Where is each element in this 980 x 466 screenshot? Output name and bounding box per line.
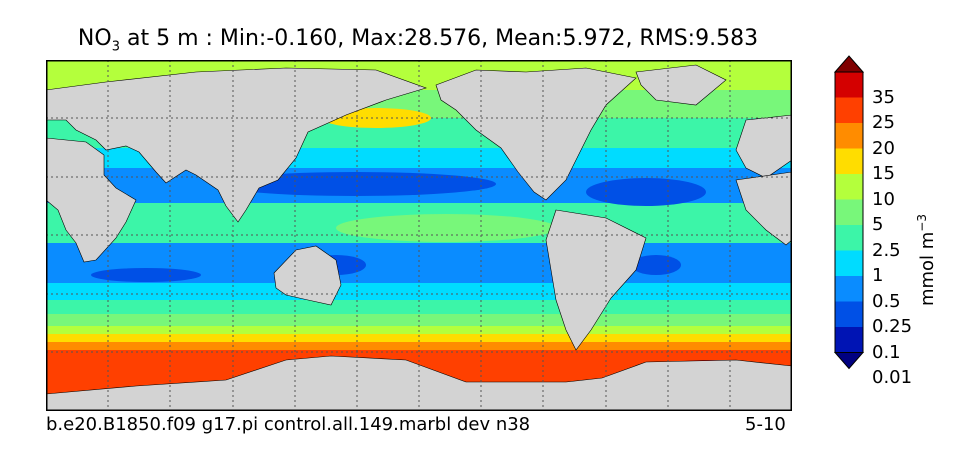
colorbar-cell bbox=[835, 174, 863, 200]
colorbar-cell bbox=[835, 225, 863, 251]
colorbar-cell bbox=[835, 72, 863, 98]
title-stats: at 5 m : Min:-0.160, Max:28.576, Mean:5.… bbox=[119, 26, 759, 51]
colorbar-cell bbox=[835, 276, 863, 302]
colorbar-tick-label: 35 bbox=[872, 86, 895, 108]
colorbar-cell bbox=[835, 327, 863, 353]
gyre-north-pacific bbox=[216, 172, 496, 196]
run-name: b.e20.B1850.f09 g17.pi control.all.149.m… bbox=[46, 414, 531, 435]
colorbar-cell bbox=[835, 123, 863, 149]
colorbar-cell bbox=[835, 148, 863, 174]
land-australia bbox=[273, 245, 342, 306]
ocean-band-south-yellow bbox=[46, 334, 792, 342]
year-range: 5-10 bbox=[745, 414, 786, 435]
colorbar-extend-min bbox=[833, 352, 865, 370]
colorbar-tick-label: 10 bbox=[872, 188, 895, 210]
land-antarctica bbox=[46, 355, 792, 411]
colorbar-tick-label: 20 bbox=[872, 137, 895, 159]
map-title: NO3 at 5 m : Min:-0.160, Max:28.576, Mea… bbox=[0, 26, 836, 54]
title-variable: NO bbox=[77, 26, 112, 51]
colorbar-frame bbox=[834, 71, 864, 353]
colorbar-tick-label: 15 bbox=[872, 163, 895, 184]
colorbar-cell bbox=[835, 199, 863, 225]
upwelling-equatorial-pacific bbox=[336, 214, 556, 242]
units-exponent: −3 bbox=[915, 214, 929, 232]
map-frame bbox=[46, 60, 792, 411]
colorbar-tick-label: 5 bbox=[872, 214, 884, 235]
land-greenland bbox=[635, 64, 727, 106]
colorbar-cell bbox=[835, 301, 863, 327]
land-north-america bbox=[435, 67, 637, 201]
gyre-south-indian bbox=[91, 268, 201, 282]
colorbar-tick-label: 1 bbox=[872, 265, 884, 286]
land-africa bbox=[46, 137, 137, 263]
colorbar-tick-label: 0.25 bbox=[872, 316, 913, 337]
colorbar-tick-label: 0.1 bbox=[872, 341, 901, 363]
land-africa-east bbox=[735, 171, 792, 246]
world-map bbox=[46, 60, 792, 411]
colorbar-tick-label: 0.01 bbox=[872, 367, 913, 388]
colorbar-tick-label: 25 bbox=[872, 112, 895, 133]
colorbar-cell bbox=[835, 250, 863, 276]
colorbar-cell bbox=[835, 97, 863, 123]
land-south-america bbox=[545, 209, 647, 351]
colorbar-extend-max bbox=[833, 55, 865, 73]
colorbar-units: mmol m−3 bbox=[915, 214, 938, 306]
units-text: mmol m bbox=[917, 231, 938, 307]
colorbar-tick-label: 2.5 bbox=[872, 239, 901, 261]
gyre-north-atlantic bbox=[586, 178, 706, 206]
title-subscript: 3 bbox=[111, 39, 120, 55]
land-eurasia bbox=[46, 67, 427, 223]
colorbar-tick-label: 0.5 bbox=[872, 290, 901, 312]
colorbar bbox=[833, 54, 865, 422]
